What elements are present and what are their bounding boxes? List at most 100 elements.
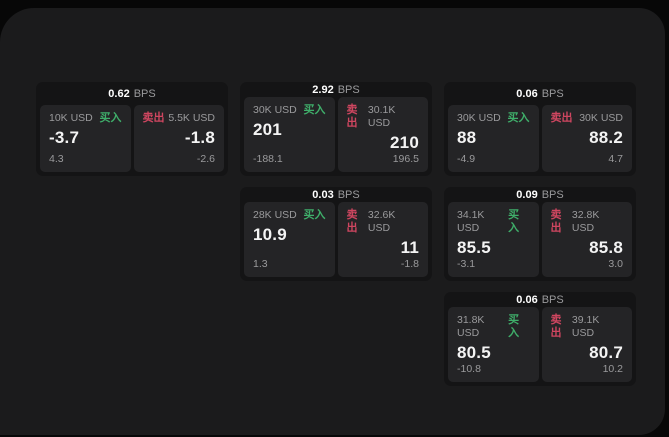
buy-delta: 1.3 — [253, 258, 268, 270]
buy-cell-top: 10K USD 买入 — [49, 112, 122, 125]
sell-amount: 39.1K USD — [571, 314, 600, 339]
quote-card: 0.62 BPS 10K USD 买入 -3.7 4.3 卖出 5.5K USD… — [36, 82, 228, 176]
buy-side-label: 买入 — [508, 314, 520, 339]
buy-cell[interactable]: 31.8K USD 买入 80.5 -10.8 — [448, 307, 539, 382]
sell-amount: 32.8K USD — [571, 209, 600, 234]
buy-cell-top: 30K USD 买入 — [457, 112, 530, 125]
buy-price: 10.9 — [253, 225, 287, 244]
card-bps-header: 2.92 BPS — [240, 82, 432, 97]
sell-cell-top: 卖出 32.8K USD — [551, 209, 624, 235]
sell-cell-top: 卖出 5.5K USD — [143, 112, 216, 125]
bps-unit-label: BPS — [337, 83, 360, 96]
bps-unit-label: BPS — [541, 293, 564, 306]
card-bps-header: 0.62 BPS — [36, 82, 228, 105]
sell-price: 11 — [400, 238, 419, 257]
card-body: 30K USD 买入 201 -188.1 卖出 30.1K USD 210 1… — [240, 97, 432, 176]
sell-price: -1.8 — [184, 128, 215, 147]
buy-cell[interactable]: 10K USD 买入 -3.7 4.3 — [40, 105, 131, 172]
bps-value: 0.06 — [516, 293, 538, 306]
buy-cell[interactable]: 30K USD 买入 201 -188.1 — [244, 97, 335, 172]
bps-value: 0.06 — [516, 87, 538, 100]
quote-card: 0.09 BPS 34.1K USD 买入 85.5 -3.1 卖出 32.8K… — [444, 187, 636, 281]
buy-amount: 30K USD — [253, 104, 297, 116]
sell-delta: 4.7 — [608, 153, 623, 165]
buy-cell-top: 28K USD 买入 — [253, 209, 326, 222]
buy-cell[interactable]: 30K USD 买入 88 -4.9 — [448, 105, 539, 172]
sell-cell-top: 卖出 32.6K USD — [347, 209, 420, 235]
sell-cell[interactable]: 卖出 5.5K USD -1.8 -2.6 — [133, 105, 224, 172]
buy-amount: 28K USD — [253, 209, 297, 221]
buy-side-label: 买入 — [508, 209, 520, 234]
sell-cell-top: 卖出 30K USD — [551, 112, 624, 125]
sell-cell-top: 卖出 30.1K USD — [347, 104, 420, 130]
quote-card: 0.06 BPS 30K USD 买入 88 -4.9 卖出 30K USD 8… — [444, 82, 636, 176]
sell-cell-top: 卖出 39.1K USD — [551, 314, 624, 340]
sell-delta: 10.2 — [602, 363, 623, 375]
sell-amount: 30.1K USD — [367, 104, 396, 129]
buy-delta: 4.3 — [49, 153, 64, 165]
quote-card: 0.03 BPS 28K USD 买入 10.9 1.3 卖出 32.6K US… — [240, 187, 432, 281]
sell-delta: -2.6 — [196, 153, 215, 165]
sell-side-label: 卖出 — [550, 314, 562, 339]
sell-price: 210 — [390, 133, 419, 152]
buy-cell[interactable]: 34.1K USD 买入 85.5 -3.1 — [448, 202, 539, 277]
bps-value: 0.03 — [312, 188, 334, 201]
bps-value: 0.09 — [516, 188, 538, 201]
sell-delta: 3.0 — [608, 258, 623, 270]
sell-side-label: 卖出 — [142, 112, 165, 124]
card-body: 10K USD 买入 -3.7 4.3 卖出 5.5K USD -1.8 -2.… — [36, 105, 228, 176]
buy-amount: 10K USD — [49, 112, 93, 124]
card-body: 30K USD 买入 88 -4.9 卖出 30K USD 88.2 4.7 — [444, 105, 636, 176]
buy-cell-top: 34.1K USD 买入 — [457, 209, 530, 235]
sell-side-label: 卖出 — [346, 209, 358, 234]
sell-side-label: 卖出 — [550, 112, 573, 124]
card-bps-header: 0.09 BPS — [444, 187, 636, 202]
card-bps-header: 0.06 BPS — [444, 292, 636, 307]
card-body: 28K USD 买入 10.9 1.3 卖出 32.6K USD 11 -1.8 — [240, 202, 432, 281]
sell-side-label: 卖出 — [550, 209, 562, 234]
buy-price: -3.7 — [49, 128, 80, 147]
buy-cell-top: 31.8K USD 买入 — [457, 314, 530, 340]
sell-amount: 30K USD — [579, 112, 623, 124]
buy-delta: -4.9 — [457, 153, 476, 165]
card-bps-header: 0.06 BPS — [444, 82, 636, 105]
quote-card: 0.06 BPS 31.8K USD 买入 80.5 -10.8 卖出 39.1… — [444, 292, 636, 386]
buy-side-label: 买入 — [99, 112, 122, 124]
bps-unit-label: BPS — [541, 188, 564, 201]
quote-card: 2.92 BPS 30K USD 买入 201 -188.1 卖出 30.1K … — [240, 82, 432, 176]
card-body: 31.8K USD 买入 80.5 -10.8 卖出 39.1K USD 80.… — [444, 307, 636, 386]
sell-delta: 196.5 — [392, 153, 419, 165]
buy-price: 201 — [253, 120, 282, 139]
sell-amount: 5.5K USD — [168, 112, 215, 124]
buy-side-label: 买入 — [303, 209, 326, 221]
sell-cell[interactable]: 卖出 30.1K USD 210 196.5 — [337, 97, 428, 172]
bps-unit-label: BPS — [541, 87, 564, 100]
sell-cell[interactable]: 卖出 32.8K USD 85.8 3.0 — [541, 202, 632, 277]
sell-cell[interactable]: 卖出 30K USD 88.2 4.7 — [541, 105, 632, 172]
buy-cell-top: 30K USD 买入 — [253, 104, 326, 117]
bps-unit-label: BPS — [133, 87, 156, 100]
buy-delta: -10.8 — [457, 363, 481, 375]
sell-delta: -1.8 — [400, 258, 419, 270]
buy-cell[interactable]: 28K USD 买入 10.9 1.3 — [244, 202, 335, 277]
sell-cell[interactable]: 卖出 32.6K USD 11 -1.8 — [337, 202, 428, 277]
card-body: 34.1K USD 买入 85.5 -3.1 卖出 32.8K USD 85.8… — [444, 202, 636, 281]
buy-amount: 31.8K USD — [457, 314, 485, 339]
buy-price: 88 — [457, 128, 477, 147]
buy-price: 85.5 — [457, 238, 491, 257]
sell-cell[interactable]: 卖出 39.1K USD 80.7 10.2 — [541, 307, 632, 382]
buy-side-label: 买入 — [507, 112, 530, 124]
sell-price: 88.2 — [589, 128, 623, 147]
buy-price: 80.5 — [457, 343, 491, 362]
bps-value: 0.62 — [108, 87, 130, 100]
buy-delta: -3.1 — [457, 258, 476, 270]
card-bps-header: 0.03 BPS — [240, 187, 432, 202]
app-panel: 0.62 BPS 10K USD 买入 -3.7 4.3 卖出 5.5K USD… — [0, 8, 665, 435]
bps-unit-label: BPS — [337, 188, 360, 201]
bps-value: 2.92 — [312, 83, 334, 96]
sell-price: 85.8 — [589, 238, 623, 257]
buy-amount: 34.1K USD — [457, 209, 485, 234]
buy-side-label: 买入 — [303, 104, 326, 116]
buy-delta: -188.1 — [253, 153, 283, 165]
sell-price: 80.7 — [589, 343, 623, 362]
